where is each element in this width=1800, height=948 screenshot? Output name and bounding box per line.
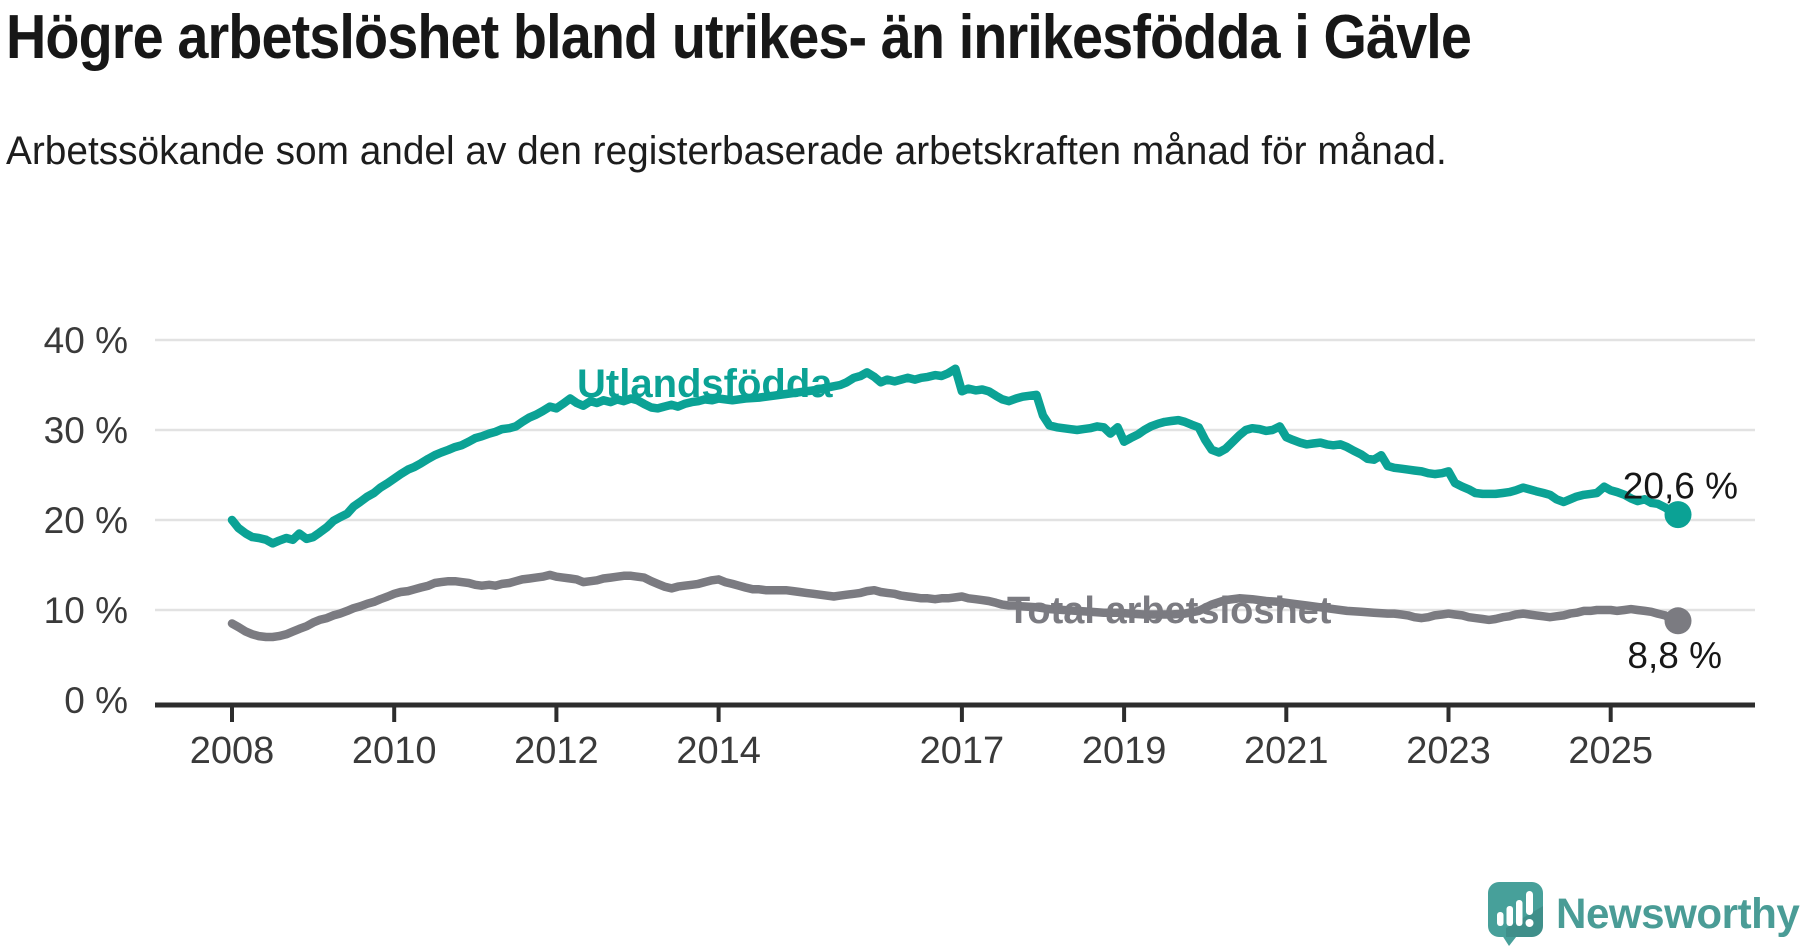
y-axis-label-10: 10 % <box>44 590 128 631</box>
y-axis-label-0: 0 % <box>64 680 128 721</box>
series-line-utlandsfodda <box>227 364 1683 548</box>
end-value-label-utlandsfodda: 20,6 % <box>1623 466 1738 507</box>
x-axis-label-2010: 2010 <box>352 730 437 772</box>
x-axis-label-2025: 2025 <box>1568 730 1653 772</box>
series-label-utlandsfodda: Utlandsfödda <box>577 362 833 406</box>
series-end-dot-total <box>1664 607 1692 635</box>
x-axis-label-2023: 2023 <box>1406 730 1491 772</box>
series-line-total <box>227 570 1683 642</box>
y-axis-label-40: 40 % <box>44 320 128 361</box>
x-axis-label-2012: 2012 <box>514 730 599 772</box>
page-subtitle: Arbetssökande som andel av den registerb… <box>6 129 1447 173</box>
x-axis-label-2008: 2008 <box>190 730 275 772</box>
series-label-total: Total arbetslöshet <box>1007 590 1332 632</box>
y-axis-label-20: 20 % <box>44 500 128 541</box>
x-axis-label-2019: 2019 <box>1082 730 1167 772</box>
series-end-dot-utlandsfodda <box>1664 501 1692 529</box>
newsworthy-logo-text: Newsworthy <box>1556 889 1800 938</box>
end-value-label-total: 8,8 % <box>1627 635 1722 676</box>
newsworthy-branding: Newsworthy <box>1488 882 1800 946</box>
newsworthy-logo-icon <box>1488 882 1543 946</box>
x-axis-label-2021: 2021 <box>1244 730 1329 772</box>
x-axis-label-2014: 2014 <box>676 730 761 772</box>
y-axis-label-30: 30 % <box>44 410 128 451</box>
x-axis-label-2017: 2017 <box>920 730 1005 772</box>
page-title: Högre arbetslöshet bland utrikes- än inr… <box>6 3 1472 72</box>
